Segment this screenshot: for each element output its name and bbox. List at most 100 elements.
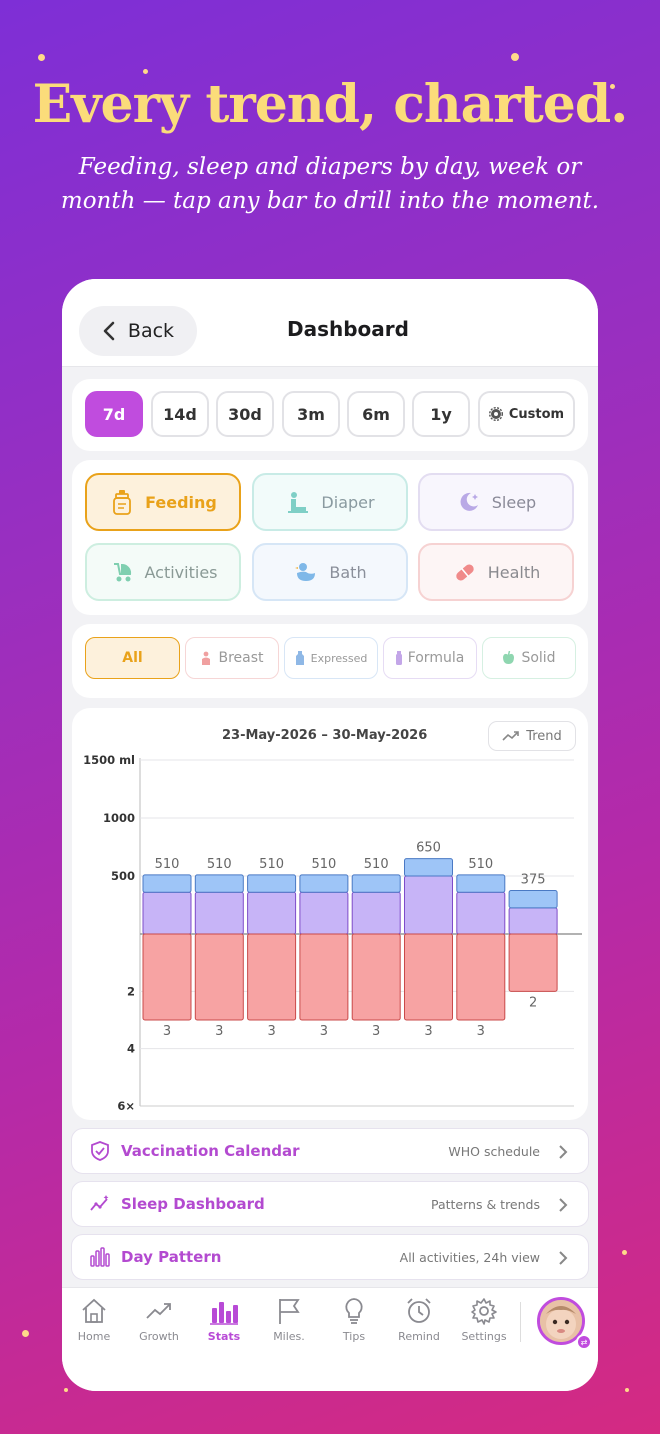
day-pattern-link[interactable]: Day Pattern All activities, 24h view xyxy=(71,1234,589,1280)
range-label: 30d xyxy=(228,404,262,424)
bar-lower xyxy=(351,933,401,1021)
range-30d-button[interactable]: 30d xyxy=(216,391,274,437)
bar-top-segment xyxy=(351,874,401,893)
nav-label: Growth xyxy=(139,1330,179,1343)
sleep-dashboard-link[interactable]: Sleep Dashboard Patterns & trends xyxy=(71,1181,589,1227)
y-tick-label: 1000 xyxy=(103,811,135,825)
bar-top-segment xyxy=(142,874,192,893)
flag-icon xyxy=(279,1299,300,1324)
y-tick-label: 6× xyxy=(117,1099,135,1113)
bar-count-label: 2 xyxy=(529,995,537,1010)
nav-home[interactable]: Home xyxy=(63,1296,125,1356)
y-tick-label: 1500 ml xyxy=(83,753,135,767)
bar-total-label: 510 xyxy=(259,857,284,872)
category-feeding-button[interactable]: Feeding xyxy=(85,473,241,531)
bar-upper-segment xyxy=(456,891,506,935)
diaper-change-icon xyxy=(285,489,311,515)
nav-settings[interactable]: Settings xyxy=(453,1296,515,1356)
nav-label: Remind xyxy=(398,1330,440,1343)
feeding-type-formula-button[interactable]: Formula xyxy=(383,637,477,679)
feeding-type-expressed-button[interactable]: Expressed xyxy=(284,637,378,679)
category-diaper-button[interactable]: Diaper xyxy=(252,473,408,531)
bar-top-segment xyxy=(456,874,506,893)
range-custom-button[interactable]: Custom xyxy=(478,391,575,437)
feeding-type-all-button[interactable]: All xyxy=(85,637,180,679)
bar-lower xyxy=(404,933,453,1021)
category-label: Health xyxy=(487,562,541,582)
category-selector: Feeding Diaper Sleep Activities Bath Hea… xyxy=(72,460,588,615)
bottle-icon xyxy=(109,489,135,515)
range-label: 14d xyxy=(163,404,197,424)
range-7d-button[interactable]: 7d xyxy=(85,391,143,437)
bar-top-segment xyxy=(194,874,244,893)
chevron-right-icon xyxy=(559,1145,568,1159)
bar-total-label: 510 xyxy=(311,857,336,872)
range-label: Custom xyxy=(508,406,565,422)
moon-icon xyxy=(456,489,482,515)
bar-upper-segment xyxy=(299,891,349,935)
link-label: Vaccination Calendar xyxy=(121,1142,300,1160)
bar-upper-segment xyxy=(142,891,192,935)
growth-chart-icon xyxy=(146,1303,171,1319)
bar-total-label: 510 xyxy=(207,857,232,872)
nav-tips[interactable]: Tips xyxy=(323,1296,385,1356)
bar-upper-segment xyxy=(351,891,401,935)
baby-face-image xyxy=(540,1300,582,1342)
feeding-type-solid-button[interactable]: Solid xyxy=(482,637,576,679)
range-selector: 7d 14d 30d 3m 6m 1y Custom xyxy=(72,379,588,451)
back-button[interactable]: Back xyxy=(79,306,197,356)
feeding-type-label: Expressed xyxy=(310,651,368,665)
nav-label: Home xyxy=(77,1330,111,1343)
feeding-chart-card: 23-May-2026 – 30-May-2026 Trend 500 1000 1… xyxy=(72,708,588,1120)
lightbulb-icon xyxy=(345,1298,363,1324)
nav-remind[interactable]: Remind xyxy=(388,1296,450,1356)
trend-button[interactable]: Trend xyxy=(488,721,576,751)
gear-icon xyxy=(471,1298,497,1325)
range-3m-button[interactable]: 3m xyxy=(282,391,340,437)
breastfeeding-icon xyxy=(202,651,211,665)
category-health-button[interactable]: Health xyxy=(418,543,574,601)
feeding-type-breast-button[interactable]: Breast xyxy=(185,637,279,679)
home-icon xyxy=(82,1298,106,1323)
bar-lower xyxy=(456,933,506,1021)
alarm-clock-icon xyxy=(407,1298,431,1323)
range-label: 7d xyxy=(102,404,126,424)
category-sleep-button[interactable]: Sleep xyxy=(418,473,574,531)
vaccination-calendar-link[interactable]: Vaccination Calendar WHO schedule xyxy=(71,1128,589,1174)
sparkle-decoration xyxy=(143,69,148,74)
range-1y-button[interactable]: 1y xyxy=(412,391,470,437)
phone-screen: Back Dashboard 7d 14d 30d 3m 6m 1y Custo… xyxy=(62,279,598,1391)
link-hint: Patterns & trends xyxy=(430,1197,540,1212)
nav-milestones[interactable]: Miles. xyxy=(258,1296,320,1356)
range-label: 6m xyxy=(362,404,390,424)
nav-stats[interactable]: Stats xyxy=(193,1296,255,1356)
hero-title: Every trend, charted. xyxy=(32,74,629,135)
bar-upper-segment xyxy=(194,891,244,935)
range-6m-button[interactable]: 6m xyxy=(347,391,405,437)
bar-total-label: 510 xyxy=(364,857,389,872)
bar-lower xyxy=(194,933,244,1021)
bar-count-label: 3 xyxy=(320,1024,328,1039)
bar-total-label: 375 xyxy=(521,873,546,888)
stroller-icon xyxy=(109,559,135,585)
category-activities-button[interactable]: Activities xyxy=(85,543,241,601)
switch-profile-icon[interactable]: ⇄ xyxy=(576,1334,592,1350)
back-label: Back xyxy=(127,320,175,342)
bars-icon xyxy=(90,1247,110,1267)
pill-icon xyxy=(452,559,478,585)
bottom-nav: Home Growth Stats Miles. Tips Remind Set… xyxy=(62,1287,598,1391)
bar-upper-segment xyxy=(404,875,453,935)
bar-count-label: 3 xyxy=(477,1024,485,1039)
category-bath-button[interactable]: Bath xyxy=(252,543,408,601)
chart-date-range: 23-May-2026 – 30-May-2026 xyxy=(222,728,428,743)
page-title: Dashboard xyxy=(287,317,409,341)
bar-top-segment xyxy=(508,890,558,909)
sparkle-decoration xyxy=(610,84,615,89)
duck-icon xyxy=(293,559,319,585)
nav-growth[interactable]: Growth xyxy=(128,1296,190,1356)
bar-upper-segment xyxy=(247,891,297,935)
bar-count-label: 3 xyxy=(215,1024,223,1039)
nav-divider xyxy=(520,1302,521,1342)
category-label: Feeding xyxy=(145,492,217,512)
range-14d-button[interactable]: 14d xyxy=(151,391,209,437)
